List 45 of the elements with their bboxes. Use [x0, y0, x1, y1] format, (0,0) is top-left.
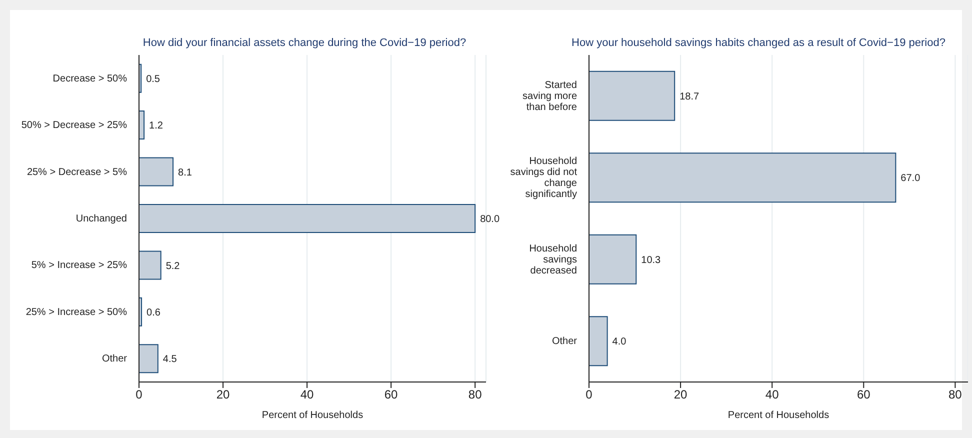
bar [139, 250, 162, 280]
data-label: 1.2 [149, 120, 164, 132]
bar [589, 316, 608, 366]
bar [139, 344, 158, 374]
x-tick-label: 20 [674, 388, 688, 402]
data-label: 4.0 [612, 336, 627, 348]
x-axis-title: Percent of Households [728, 410, 830, 421]
data-label: 5.2 [166, 260, 180, 272]
bar [139, 204, 476, 233]
chart-title: How did your financial assets change during the Covid−19 period? [142, 37, 466, 49]
y-tick-label: 5% > Increase > 25% [31, 260, 128, 271]
data-label: 80.0 [480, 214, 500, 226]
bar [589, 70, 676, 121]
y-tick-label: 25% > Decrease > 5% [26, 166, 128, 178]
data-label: 0.6 [146, 307, 161, 318]
y-tick-label: Other [102, 353, 128, 364]
x-tick-label: 20 [216, 388, 230, 402]
y-tick-label: Household savings decreased [529, 242, 577, 276]
x-tick-label: 40 [300, 388, 314, 402]
x-tick-label: 40 [765, 388, 780, 402]
bar [139, 110, 145, 140]
data-label: 8.1 [178, 167, 192, 178]
y-tick-label: Household savings did not change significantly [510, 156, 578, 200]
data-label: 10.3 [641, 254, 662, 266]
x-tick-label: 60 [384, 388, 398, 402]
y-tick-label: Started saving more than before [522, 79, 578, 112]
bar [589, 152, 896, 203]
bar [589, 234, 637, 284]
x-tick-label: 0 [136, 388, 143, 402]
x-tick-label: 80 [948, 388, 962, 402]
y-tick-label: 25% > Increase > 50% [26, 306, 128, 318]
y-tick-label: 50% > Decrease > 25% [21, 120, 128, 131]
y-tick-label: Decrease > 50% [52, 72, 128, 84]
bar [139, 157, 174, 186]
data-label: 4.5 [162, 354, 178, 366]
x-axis-title: Percent of Households [262, 410, 364, 421]
x-tick-label: 0 [586, 388, 593, 402]
data-label: 67.0 [900, 173, 921, 184]
x-tick-label: 80 [468, 388, 482, 402]
data-label: 18.7 [680, 91, 700, 102]
data-label: 0.5 [146, 74, 160, 85]
y-tick-label: Unchanged [76, 213, 127, 224]
y-tick-label: Other [552, 336, 578, 347]
x-tick-label: 60 [856, 388, 871, 402]
chart-title: How your household savings habits changed as a result of Covid−19 period? [572, 37, 946, 49]
